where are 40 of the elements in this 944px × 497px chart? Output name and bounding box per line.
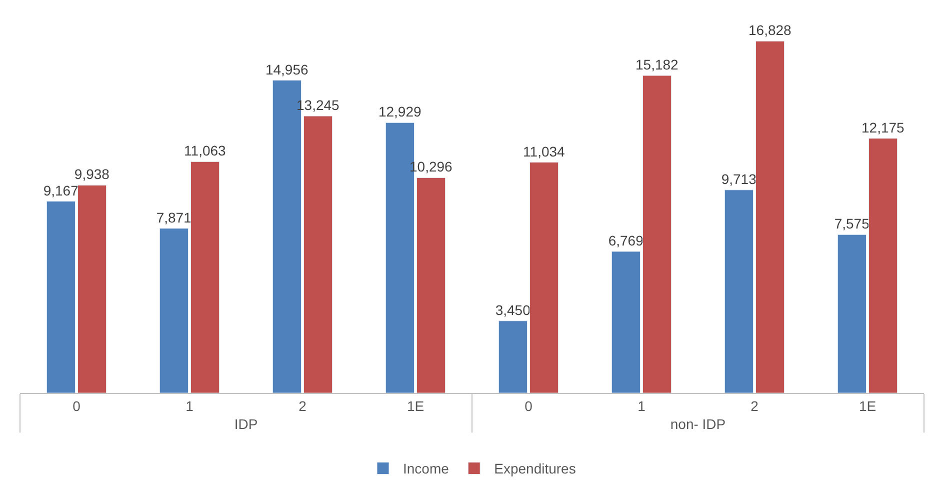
x-tick-label: 1E <box>406 398 424 414</box>
bar <box>837 234 867 393</box>
data-label: 3,450 <box>495 302 531 318</box>
legend-label: Expenditures <box>494 460 576 477</box>
data-label: 11,034 <box>523 143 566 160</box>
text: non- IDP <box>670 416 726 432</box>
bar <box>642 75 672 393</box>
bar <box>498 320 528 393</box>
x-tick-label: 0 <box>524 398 533 414</box>
data-label: 14,956 <box>265 61 308 78</box>
data-label: 16,828 <box>748 22 792 38</box>
bar <box>190 161 220 393</box>
data-label: 12,175 <box>862 119 905 136</box>
bar <box>46 201 76 393</box>
x-tick-label: 0 <box>72 398 81 414</box>
data-label: 7,871 <box>156 209 192 226</box>
data-label: 9,167 <box>43 182 79 198</box>
x-tick-label: 1E <box>858 398 876 414</box>
data-label: 12,929 <box>378 104 422 120</box>
bar <box>159 228 189 393</box>
x-tick-label: 1 <box>638 398 646 414</box>
bar <box>868 138 898 393</box>
bar <box>529 162 559 393</box>
bar <box>77 184 107 393</box>
data-label: 9,713 <box>721 170 757 187</box>
data-label: 7,575 <box>834 216 870 232</box>
bar <box>303 116 333 393</box>
text: IDP <box>234 416 258 432</box>
bar <box>416 177 446 393</box>
bar <box>611 251 641 393</box>
legend-label: Income <box>403 460 450 477</box>
data-label: 15,182 <box>636 56 679 73</box>
bar <box>755 40 785 393</box>
data-label: 6,769 <box>608 232 644 248</box>
x-tick-label: 2 <box>750 398 759 414</box>
bar <box>724 190 754 393</box>
x-tick-label: 2 <box>298 398 307 414</box>
data-label: 9,938 <box>74 166 110 182</box>
data-label: 11,063 <box>184 142 226 159</box>
x-tick-label: 1 <box>186 398 194 414</box>
